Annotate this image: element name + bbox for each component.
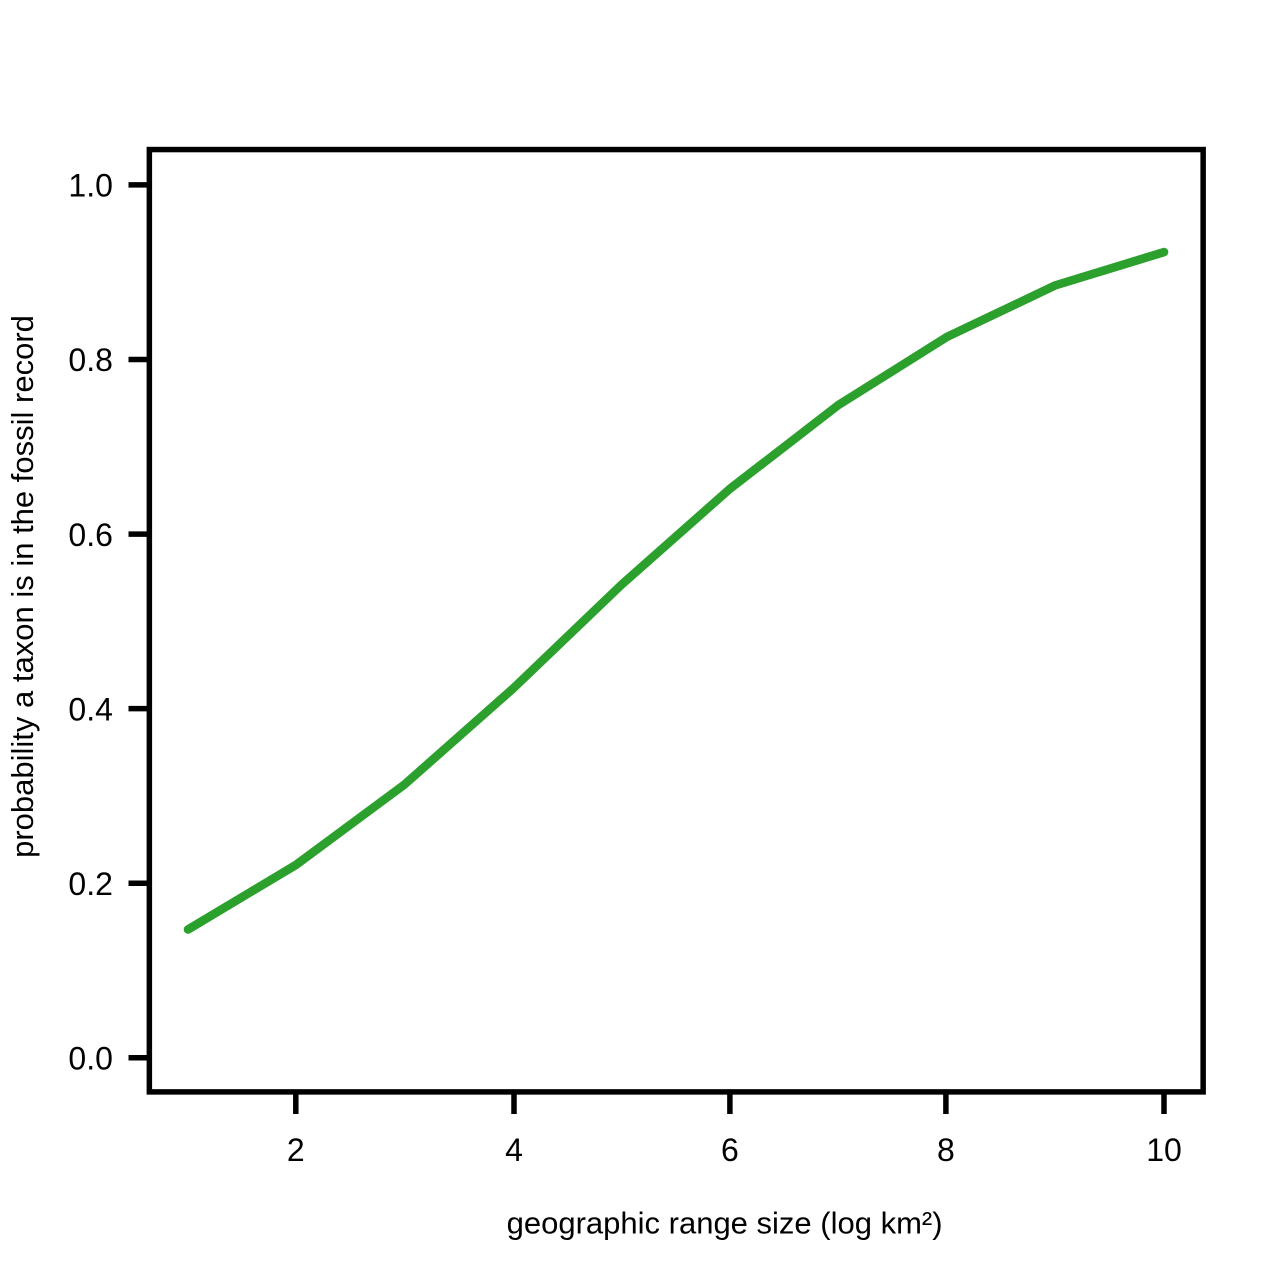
svg-text:10: 10 [1146, 1132, 1182, 1168]
svg-text:0.2: 0.2 [68, 866, 112, 902]
svg-text:4: 4 [505, 1132, 523, 1168]
svg-text:0.4: 0.4 [68, 691, 112, 727]
svg-text:0.0: 0.0 [68, 1041, 112, 1077]
svg-text:1.0: 1.0 [68, 168, 112, 204]
svg-text:probability a taxon is in the: probability a taxon is in the fossil rec… [5, 315, 40, 858]
svg-text:6: 6 [721, 1132, 739, 1168]
svg-text:2: 2 [287, 1132, 305, 1168]
svg-text:0.8: 0.8 [68, 342, 112, 378]
svg-text:0.6: 0.6 [68, 517, 112, 553]
svg-text:geographic range size (log km²: geographic range size (log km²) [507, 1206, 943, 1241]
svg-text:8: 8 [937, 1132, 955, 1168]
